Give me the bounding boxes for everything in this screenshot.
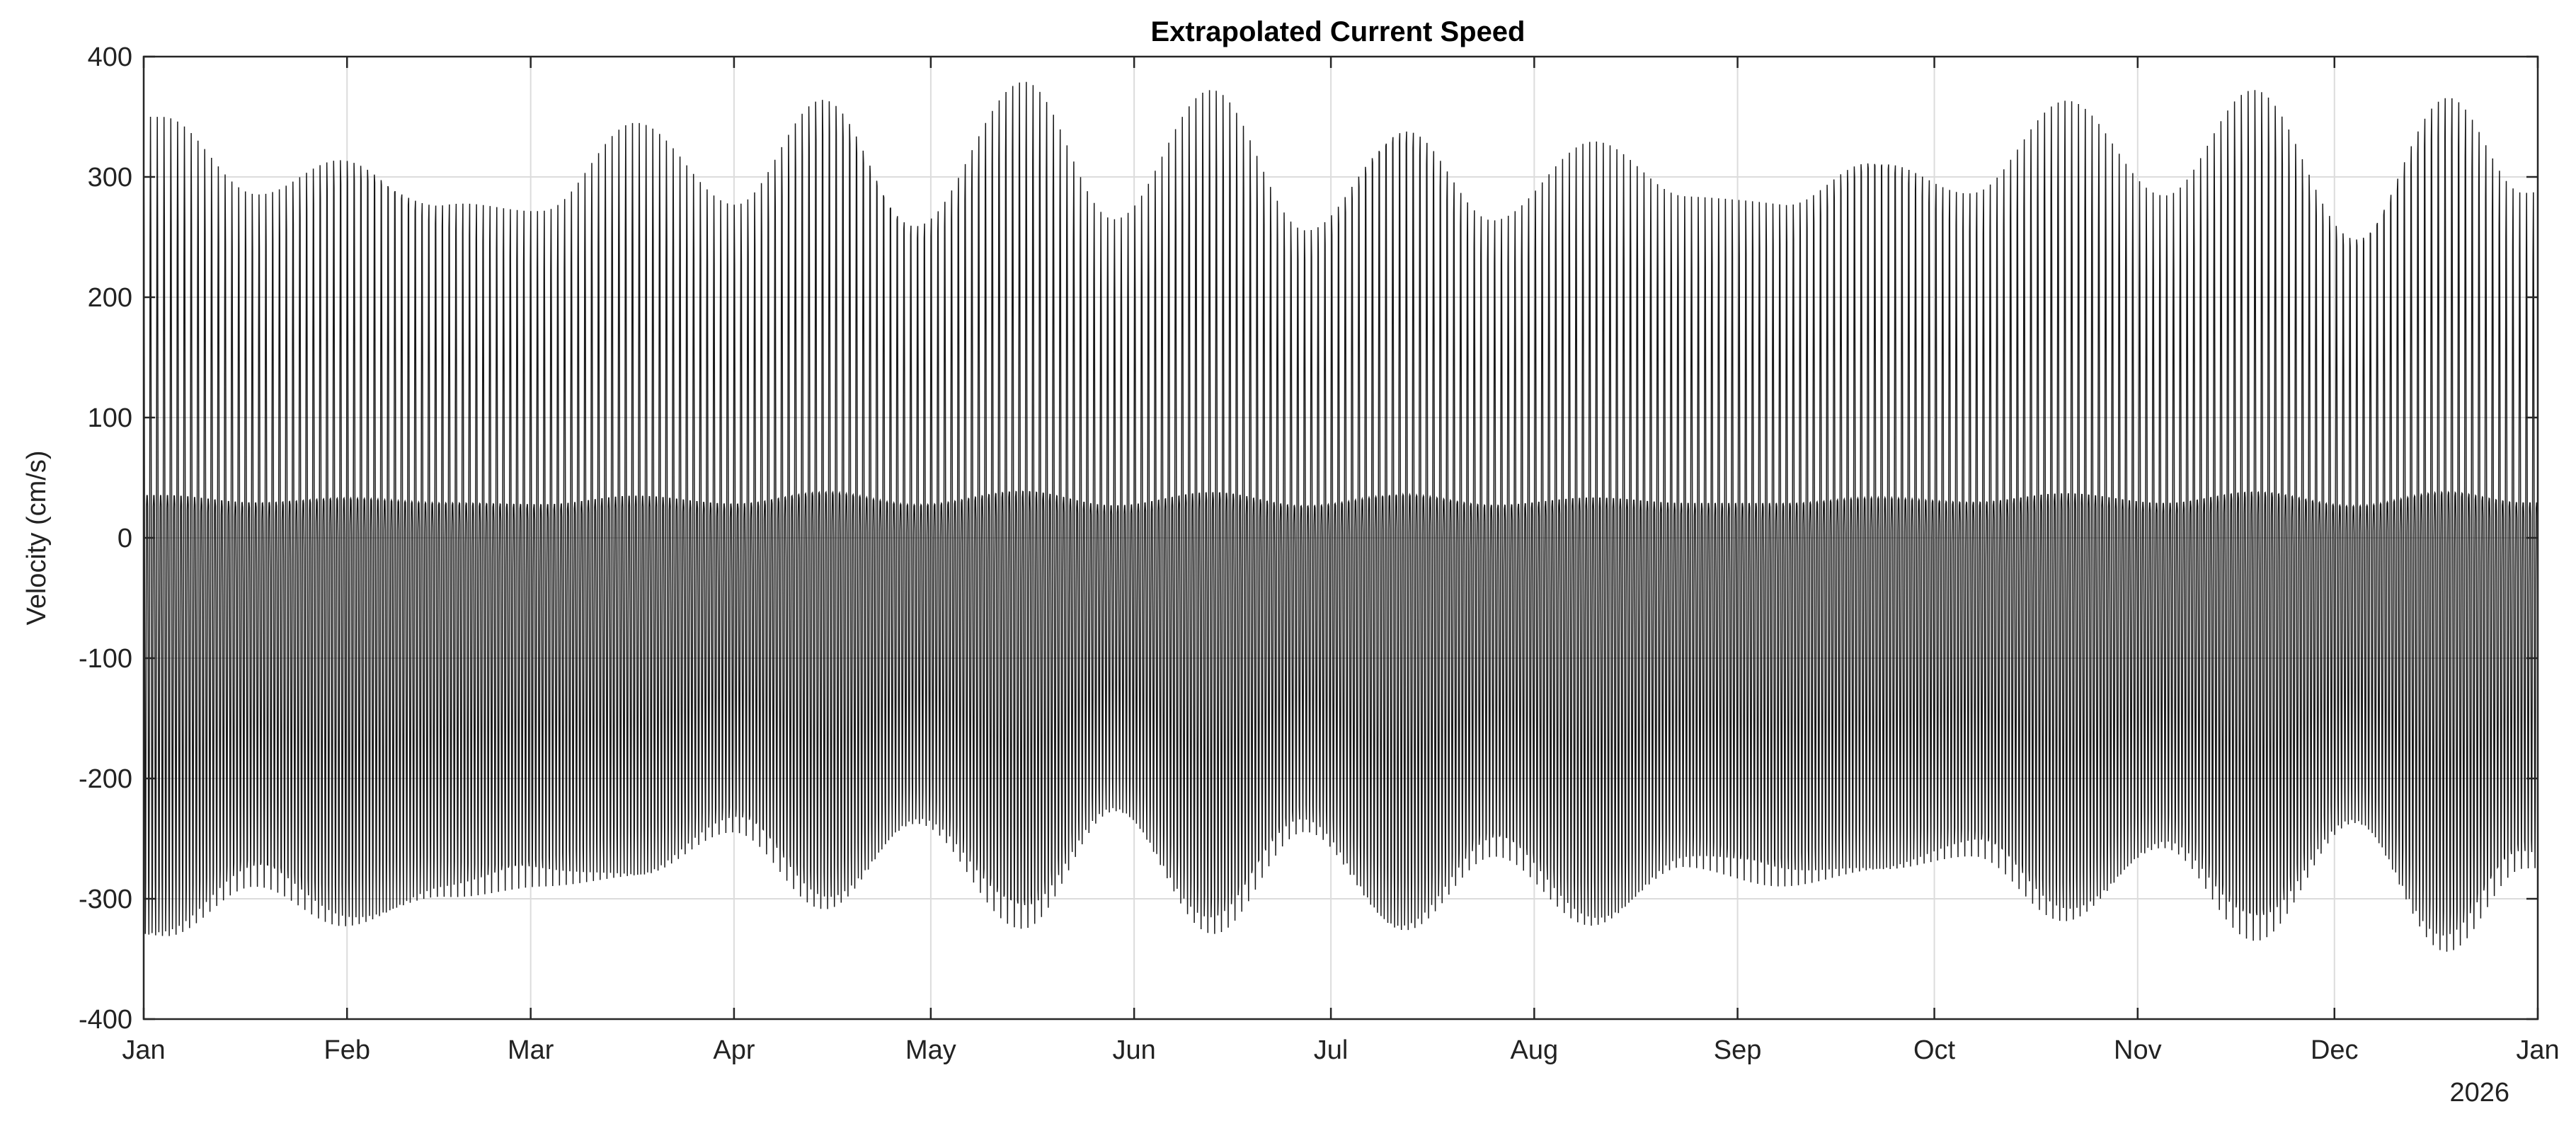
x-tick-label: Dec xyxy=(2311,1035,2359,1065)
x-tick-label: Jan xyxy=(122,1035,165,1065)
y-tick-label: -400 xyxy=(79,1005,132,1035)
x-tick-label: Apr xyxy=(713,1035,755,1065)
x-tick-label: Nov xyxy=(2114,1035,2162,1065)
y-tick-labels: -400 -300 -200 -100 0 100 200 300 400 xyxy=(79,42,132,1035)
y-tick-label: -300 xyxy=(79,885,132,914)
series-0 xyxy=(143,81,2538,952)
x-tick-label: Mar xyxy=(508,1035,554,1065)
y-tick-label: -100 xyxy=(79,644,132,674)
y-tick-label: 0 xyxy=(118,524,132,553)
x-tick-label: Jun xyxy=(1112,1035,1155,1065)
y-axis-label: Velocity (cm/s) xyxy=(22,450,52,625)
y-tick-label: 400 xyxy=(88,42,132,72)
x-tick-label: Jul xyxy=(1314,1035,1349,1065)
y-tick-label: 300 xyxy=(88,163,132,192)
x-tick-label: Aug xyxy=(1511,1035,1559,1065)
y-tick-label: 200 xyxy=(88,283,132,313)
x-tick-label: Feb xyxy=(324,1035,370,1065)
y-tick-label: -200 xyxy=(79,764,132,794)
chart-title: Extrapolated Current Speed xyxy=(1150,16,1525,47)
axis-ticks xyxy=(142,55,2539,1021)
x-tick-label: Sep xyxy=(1714,1035,1762,1065)
series-0-line xyxy=(143,81,2538,952)
x-tick-labels: Jan Feb Mar Apr May Jun Jul Aug Sep Oct Nov Dec Jan xyxy=(122,1035,2559,1065)
x-tick-label: Oct xyxy=(1913,1035,1956,1065)
y-tick-label: 100 xyxy=(88,403,132,433)
year-label: 2026 xyxy=(2449,1078,2509,1108)
x-tick-label: May xyxy=(905,1035,956,1065)
x-tick-label: Jan xyxy=(2516,1035,2559,1065)
